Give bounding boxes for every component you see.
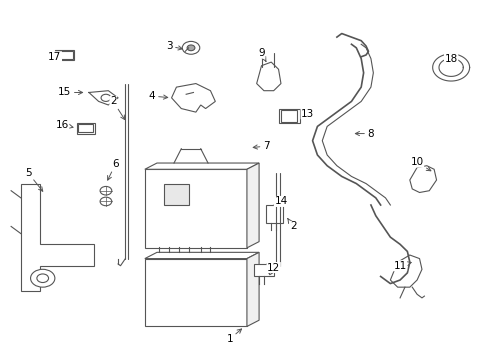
Text: 7: 7	[253, 141, 269, 151]
Bar	[281, 110, 296, 122]
Text: 3: 3	[165, 41, 182, 51]
Bar	[55, 50, 74, 60]
Text: 9: 9	[258, 48, 265, 62]
Text: 2: 2	[287, 219, 296, 231]
Circle shape	[37, 274, 48, 283]
Bar	[56, 51, 73, 59]
Polygon shape	[246, 252, 259, 327]
Text: 10: 10	[410, 157, 430, 171]
Text: 13: 13	[300, 109, 314, 119]
Bar	[184, 243, 192, 247]
Text: 11: 11	[393, 261, 410, 271]
Polygon shape	[144, 163, 259, 169]
Circle shape	[30, 269, 55, 287]
Polygon shape	[171, 84, 215, 112]
Bar	[164, 184, 188, 205]
Text: 16: 16	[56, 120, 73, 130]
Polygon shape	[21, 184, 94, 291]
Bar	[78, 124, 93, 132]
Polygon shape	[256, 62, 281, 91]
Text: 6: 6	[107, 159, 119, 180]
Bar	[197, 243, 204, 247]
Bar	[165, 243, 173, 247]
Circle shape	[100, 197, 112, 206]
Bar	[266, 205, 283, 223]
Polygon shape	[389, 255, 421, 287]
Circle shape	[101, 94, 111, 102]
Text: 1: 1	[226, 329, 241, 344]
Circle shape	[187, 45, 195, 51]
Bar	[77, 123, 95, 134]
Bar	[278, 109, 300, 123]
Circle shape	[182, 41, 200, 54]
Text: 2: 2	[110, 96, 124, 120]
Bar	[175, 243, 183, 247]
Bar	[254, 264, 273, 276]
Text: 17: 17	[48, 52, 61, 62]
Text: 4: 4	[148, 91, 167, 101]
Text: 18: 18	[444, 54, 457, 64]
Polygon shape	[409, 166, 436, 193]
Bar	[206, 243, 214, 247]
Text: 15: 15	[58, 87, 82, 98]
Text: 5: 5	[25, 168, 42, 191]
Text: 14: 14	[273, 197, 287, 206]
Bar	[144, 258, 246, 327]
Polygon shape	[144, 252, 259, 258]
Bar	[155, 243, 163, 247]
Bar	[144, 169, 246, 248]
Polygon shape	[246, 163, 259, 248]
Text: 8: 8	[355, 129, 373, 139]
Circle shape	[100, 186, 112, 195]
Text: 12: 12	[266, 262, 280, 273]
